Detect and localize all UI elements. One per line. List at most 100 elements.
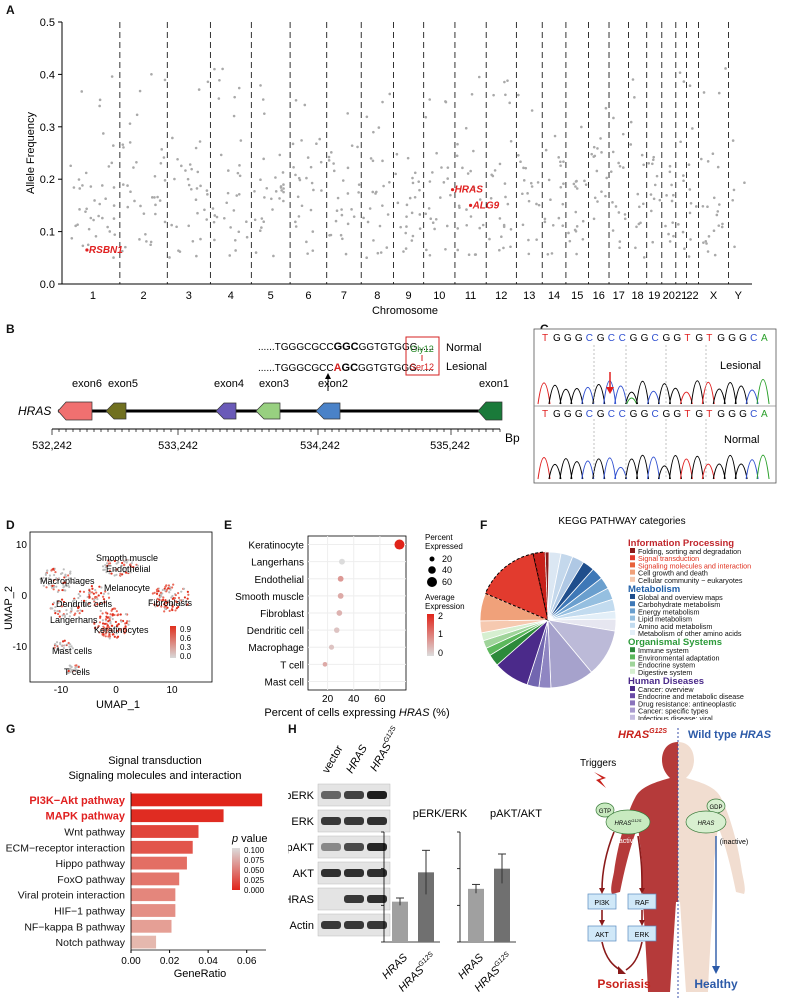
umap-point [163,603,166,606]
data-point [604,194,607,198]
data-point [717,91,721,95]
umap-point [111,613,114,616]
h-title-2: pAKT/AKT [490,808,542,820]
gene-name: HRAS [18,404,51,418]
data-point [527,252,531,256]
umap-point [79,609,82,612]
data-point [664,224,667,228]
data-point [186,177,190,181]
trace-peak [581,386,595,405]
umap-point [49,607,53,610]
base-letter: G [695,333,703,344]
umap-point [107,592,110,595]
dot [337,592,344,599]
data-point [411,176,414,180]
pathway-nodes: PI3K RAF AKT ERK [587,893,657,942]
data-point [311,230,315,233]
data-point [97,214,100,218]
left-title: HRASG12S [618,728,667,741]
umap-point [106,616,109,619]
umap-point [101,619,104,622]
data-point [631,78,635,81]
data-point [187,224,191,228]
data-point [461,166,464,170]
umap-point [98,585,101,588]
legend-item: Cellular community − eukaryotes [638,576,743,585]
umap-point [61,588,64,592]
umap-point [62,568,65,571]
data-point [365,256,368,260]
umap-point [63,644,66,647]
data-point [434,217,438,221]
umap-point [178,598,181,602]
umap-point [58,609,61,613]
umap-point [127,559,130,562]
legend-item: Endocrine system [638,661,695,670]
umap-point [64,574,67,578]
data-point [144,233,147,236]
data-point [581,219,585,223]
data-point [294,220,297,224]
panel-a-x-label: Chromosome [372,305,438,317]
data-point [339,233,343,237]
data-point [402,250,405,253]
umap-point [39,577,42,581]
data-point [235,194,239,197]
data-point [112,256,115,259]
data-point [689,238,692,241]
umap-point [79,590,82,593]
data-point [622,166,625,169]
umap-point [120,564,123,567]
data-point [102,132,105,135]
umap-point [71,600,75,603]
data-point [404,247,408,250]
umap-point [98,631,101,634]
legend-swatch [630,693,635,699]
data-point [731,198,735,202]
data-point [592,155,596,158]
umap-point [163,610,166,613]
data-point [623,217,627,221]
panel-a-axes [61,22,752,285]
trace-peak [548,463,562,480]
data-point [149,240,153,244]
data-point [469,169,472,173]
pie-slice [479,592,549,622]
data-point [234,249,237,252]
g-x-label: GeneRatio [174,968,227,980]
exon4: exon4 [214,378,244,420]
umap-point [115,632,118,635]
legend-item: Infectious disease: viral [638,714,713,720]
data-point [517,153,520,157]
aa-lesional: Ser12 [410,362,434,372]
umap-point [118,557,122,560]
umap-point [115,624,119,628]
base-letter: C [608,333,615,344]
umap-point [53,609,56,612]
umap-point [103,622,107,626]
data-point [716,165,720,169]
x-tick-label: 21 [675,290,687,302]
blot-label: ERK [291,816,314,828]
data-point [687,163,691,167]
expression-legend [170,626,176,658]
data-point [493,169,497,172]
umap-point [81,609,84,613]
trace-peak [581,460,595,480]
data-point [350,208,353,211]
umap-point [119,572,122,575]
axis-533242: 533,242 [158,440,198,452]
umap-point [79,594,82,598]
umap-point [125,621,128,625]
category-label: Fibroblast [260,609,304,620]
svg-text:Melanocyte: Melanocyte [104,583,150,593]
data-point [336,196,340,200]
d-xtick: 0 [113,685,119,696]
data-point [121,183,125,186]
umap-point [106,629,109,632]
lightning-icon [594,772,606,788]
data-point [466,172,470,175]
legend-group-title: Metabolism [628,584,680,595]
data-point [344,252,348,256]
